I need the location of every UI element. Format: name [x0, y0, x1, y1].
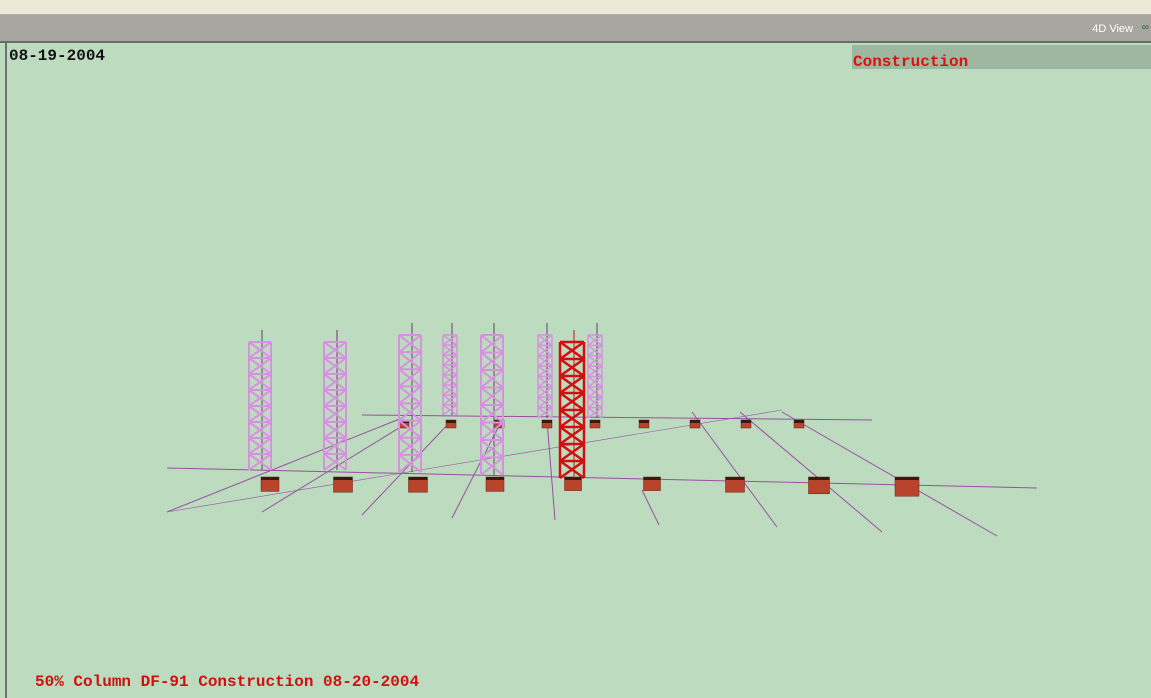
footing-top	[486, 477, 504, 480]
grid-line	[362, 420, 452, 515]
footing-top	[895, 477, 919, 480]
footing-top	[644, 477, 661, 480]
footing-top	[809, 477, 830, 480]
footing-top	[334, 477, 353, 480]
grid-line	[642, 490, 659, 525]
footing-top	[409, 477, 428, 480]
footing-top	[639, 420, 649, 423]
mode-label: Construction	[853, 53, 968, 71]
grid-line	[782, 412, 997, 536]
grid-line	[740, 412, 882, 532]
date-label: 08-19-2004	[9, 47, 105, 65]
status-label: 50% Column DF-91 Construction 08-20-2004	[35, 673, 419, 691]
window-title: 4D View	[1092, 23, 1133, 35]
app: 4D View ∞ 08-19-2004 Construction 50% Co…	[0, 0, 1151, 698]
footing-top	[446, 420, 456, 423]
grid-line	[692, 412, 777, 527]
viewport: 08-19-2004 Construction 50% Column DF-91…	[5, 43, 1151, 698]
grid-line	[547, 420, 555, 520]
toolbar	[0, 0, 1151, 15]
view-icon[interactable]: ∞	[1142, 22, 1149, 33]
scene	[7, 43, 1151, 698]
footing-top	[261, 477, 279, 480]
footing-top	[794, 420, 804, 423]
footing-top	[741, 420, 751, 423]
footing-top	[565, 477, 582, 480]
footing-top	[690, 420, 700, 423]
footing-top	[542, 420, 552, 423]
title-bar: 4D View ∞	[0, 15, 1151, 43]
footing-top	[590, 420, 600, 423]
footing-top	[726, 477, 745, 480]
